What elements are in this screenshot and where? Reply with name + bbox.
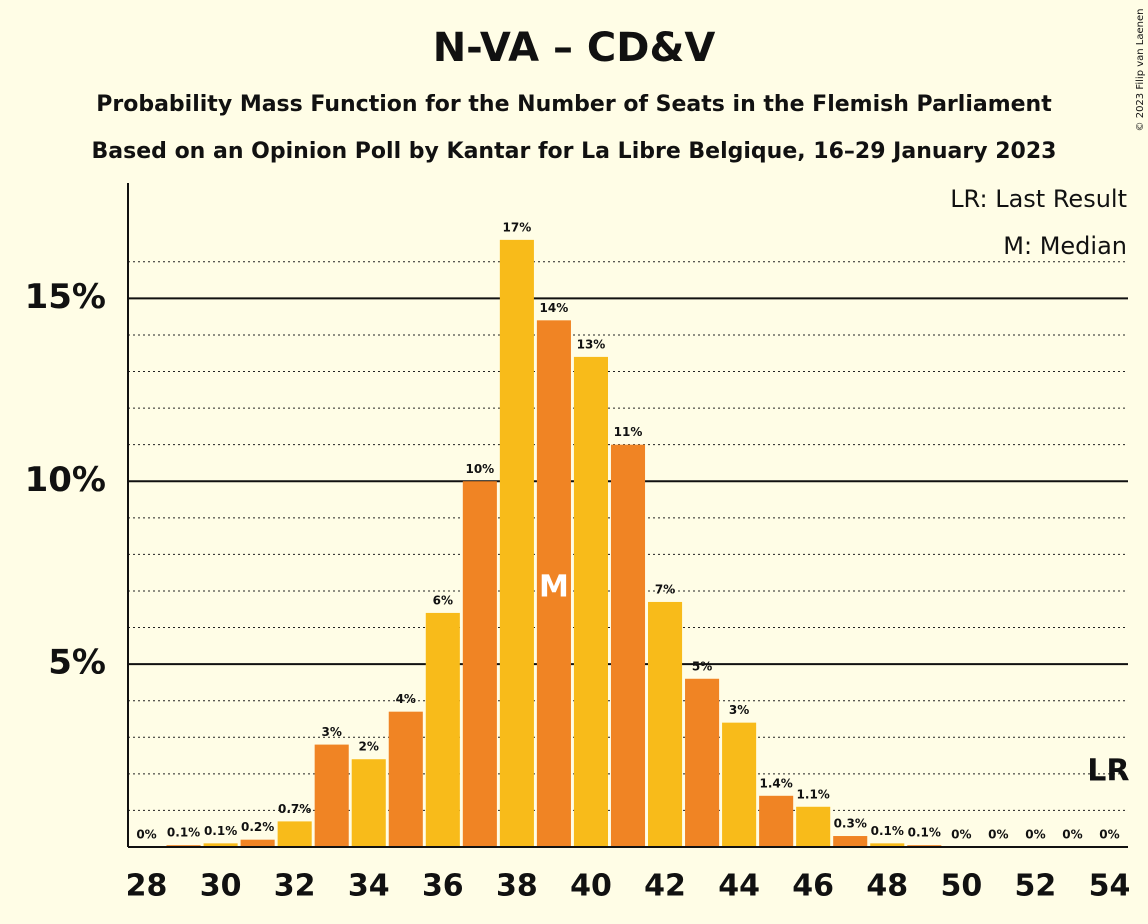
x-tick-label: 38 bbox=[496, 869, 538, 904]
bar bbox=[277, 821, 312, 847]
value-label: 0% bbox=[951, 828, 971, 842]
copyright: © 2023 Filip van Laenen bbox=[1135, 9, 1146, 132]
value-label: 0.1% bbox=[871, 824, 904, 838]
bar bbox=[499, 239, 534, 847]
x-tick-label: 40 bbox=[570, 869, 612, 904]
bar bbox=[722, 722, 757, 847]
bar bbox=[796, 806, 831, 847]
value-label: 0.1% bbox=[204, 824, 237, 838]
bar bbox=[240, 839, 275, 847]
legend-entry: M: Median bbox=[1003, 232, 1127, 260]
x-tick-label: 46 bbox=[792, 869, 834, 904]
bar bbox=[425, 612, 460, 847]
value-label: 6% bbox=[433, 593, 453, 607]
value-label: 0.7% bbox=[278, 802, 311, 816]
bar bbox=[536, 320, 571, 848]
bar bbox=[573, 356, 608, 847]
value-label: 0% bbox=[1062, 828, 1082, 842]
median-marker: M bbox=[539, 570, 569, 605]
value-label: 0.2% bbox=[241, 820, 274, 834]
bar bbox=[759, 795, 794, 847]
value-label: 13% bbox=[577, 337, 606, 351]
bar bbox=[610, 444, 646, 847]
x-tick-label: 54 bbox=[1089, 869, 1131, 904]
bar bbox=[314, 744, 349, 847]
bar bbox=[648, 601, 683, 847]
bar bbox=[388, 711, 423, 847]
x-tick-label: 34 bbox=[348, 869, 390, 904]
last-result-marker: LR bbox=[1087, 754, 1129, 789]
value-label: 0% bbox=[1025, 828, 1045, 842]
bar bbox=[351, 759, 386, 847]
bar bbox=[462, 481, 497, 847]
value-label: 5% bbox=[692, 659, 712, 673]
chart-subtitle: Based on an Opinion Poll by Kantar for L… bbox=[92, 139, 1057, 164]
y-tick-label: 5% bbox=[48, 643, 106, 683]
x-tick-label: 44 bbox=[718, 869, 760, 904]
x-tick-label: 30 bbox=[200, 869, 242, 904]
value-label: 7% bbox=[655, 582, 675, 596]
x-tick-label: 42 bbox=[644, 869, 686, 904]
x-tick-label: 36 bbox=[422, 869, 464, 904]
x-tick-label: 52 bbox=[1015, 869, 1057, 904]
y-tick-label: 10% bbox=[25, 460, 106, 500]
x-tick-label: 32 bbox=[274, 869, 316, 904]
value-label: 1.1% bbox=[797, 787, 830, 801]
value-label: 0.1% bbox=[908, 826, 941, 840]
value-label: 3% bbox=[322, 725, 342, 739]
y-tick-label: 15% bbox=[25, 277, 106, 317]
value-label: 2% bbox=[359, 740, 379, 754]
value-label: 10% bbox=[465, 462, 494, 476]
value-label: 3% bbox=[729, 703, 749, 717]
bar bbox=[685, 678, 720, 847]
value-label: 17% bbox=[503, 220, 532, 234]
value-label: 0.1% bbox=[167, 826, 200, 840]
chart-subtitle: Probability Mass Function for the Number… bbox=[96, 92, 1052, 117]
value-label: 4% bbox=[396, 692, 416, 706]
x-tick-label: 48 bbox=[866, 869, 908, 904]
value-label: 0.3% bbox=[834, 817, 867, 831]
legend-entry: LR: Last Result bbox=[950, 185, 1127, 213]
x-tick-label: 28 bbox=[126, 869, 168, 904]
value-label: 1.4% bbox=[760, 776, 793, 790]
chart-title: N-VA – CD&V bbox=[433, 25, 716, 71]
bar bbox=[833, 836, 868, 847]
bar bbox=[870, 843, 905, 847]
value-label: 0% bbox=[136, 828, 156, 842]
value-label: 11% bbox=[614, 425, 643, 439]
value-label: 14% bbox=[540, 301, 569, 315]
x-tick-label: 50 bbox=[940, 869, 982, 904]
value-label: 0% bbox=[1099, 828, 1119, 842]
bar bbox=[203, 843, 238, 847]
value-label: 0% bbox=[988, 828, 1008, 842]
